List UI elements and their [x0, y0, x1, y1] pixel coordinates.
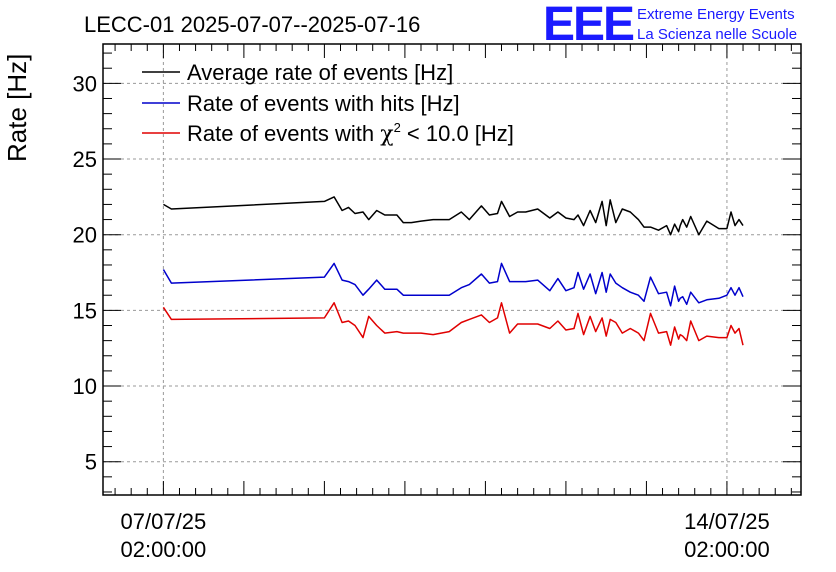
eee-logo-line2: La Scienza nelle Scuole [637, 26, 797, 43]
legend: Average rate of events [Hz] Rate of even… [142, 60, 514, 147]
y-tick-label: 15 [73, 298, 97, 323]
axis-ticks [103, 44, 801, 495]
tick-labels: 5 10 15 20 25 30 07/07/25 02:00:00 14/07/25 02:00… [73, 71, 770, 562]
chart-title: LECC-01 2025-07-07--2025-07-16 [84, 12, 420, 37]
y-tick-label: 10 [73, 374, 97, 399]
x-tick-label-time: 02:00:00 [121, 537, 207, 562]
legend-chi-symbol: χ [380, 122, 393, 147]
legend-chi2-superscript: 2 [394, 120, 401, 135]
legend-label-hits: Rate of events with hits [Hz] [187, 91, 460, 116]
series-hits-rate [162, 262, 744, 307]
series-chi2-rate [162, 302, 744, 346]
legend-label-average: Average rate of events [Hz] [187, 60, 453, 85]
legend-chi2-prefix: Rate of events with [187, 121, 380, 146]
eee-logo-mark: EEE [543, 0, 634, 51]
y-tick-label: 20 [73, 223, 97, 248]
plot-frame [102, 43, 802, 496]
y-tick-label: 30 [73, 71, 97, 96]
series-average-rate [163, 196, 744, 236]
legend-label-chi2: Rate of events with χ2 < 10.0 [Hz] [187, 120, 514, 147]
eee-logo-line1: Extreme Energy Events [637, 6, 795, 23]
grid-lines [103, 44, 801, 495]
series-lines [162, 196, 744, 346]
eee-logo: EEE Extreme Energy Events La Scienza nel… [543, 0, 797, 51]
y-tick-label: 5 [85, 450, 97, 475]
y-axis-label: Rate [Hz] [2, 54, 32, 162]
y-tick-label: 25 [73, 147, 97, 172]
x-tick-label-time: 02:00:00 [684, 537, 770, 562]
x-tick-label-date: 14/07/25 [684, 509, 770, 534]
x-tick-label-date: 07/07/25 [121, 509, 207, 534]
legend-chi2-suffix: < 10.0 [Hz] [401, 121, 514, 146]
